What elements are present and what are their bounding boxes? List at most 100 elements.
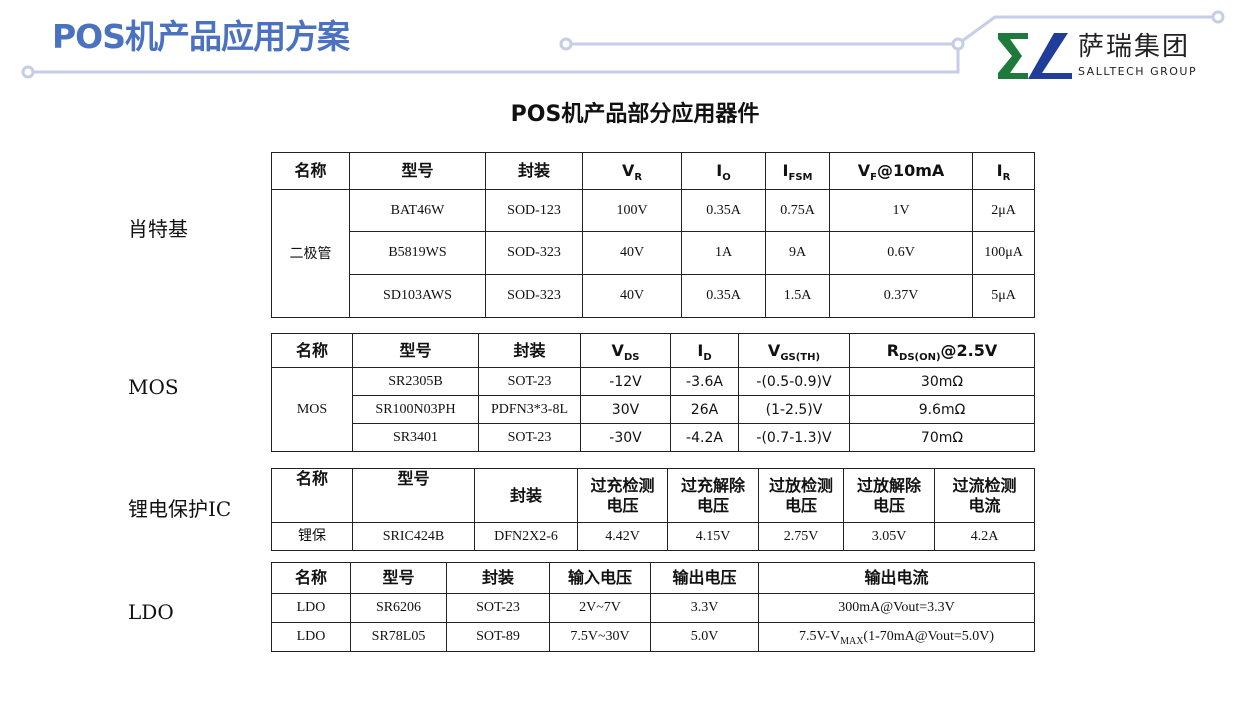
table-cell: 0.37V [829, 274, 973, 318]
table-cell: PDFN3*3-8L [478, 395, 581, 424]
table-cell: SR3401 [352, 423, 479, 452]
table-cell: (1-2.5)V [738, 395, 850, 424]
section-title: POS机产品部分应用器件 [510, 102, 760, 127]
table-header-row: 名称 型号 封装 输入电压 输出电压 输出电流 [271, 562, 1035, 594]
column-header: VF@10mA [829, 152, 973, 190]
column-header: IFSM [765, 152, 830, 190]
table-cell: SOT-23 [446, 593, 550, 623]
table-cell: 70mΩ [849, 423, 1035, 452]
page-title: POS机产品应用方案 [52, 17, 350, 56]
table-cell: 9.6mΩ [849, 395, 1035, 424]
table-cell: SRIC424B [352, 522, 475, 551]
table-cell: 4.42V [577, 522, 668, 551]
table-cell: -12V [580, 367, 671, 396]
column-header: 输出电压 [650, 562, 759, 594]
table-cell: SOT-23 [478, 367, 581, 396]
table-cell: LDO [271, 593, 351, 623]
column-header: 封装 [478, 333, 581, 368]
table-cell: 30mΩ [849, 367, 1035, 396]
table-cell: 9A [765, 231, 830, 275]
group-cell: 二极管 [271, 189, 350, 318]
column-header: 封装 [474, 468, 578, 523]
category-label: MOS [128, 375, 179, 399]
table-cell: LDO [271, 622, 351, 652]
table-cell: 7.5V~30V [549, 622, 651, 652]
table-cell: 3.3V [650, 593, 759, 623]
table-header-row: 名称 型号 封装 过充检测 电压 过充解除 电压 过放检测 电压 过放解除 电压 过流检测 电流 [271, 468, 1035, 523]
column-header: 过充解除 电压 [667, 468, 759, 523]
table-cell: SOD-323 [485, 274, 583, 318]
table-cell: 3.05V [843, 522, 935, 551]
column-header: 输入电压 [549, 562, 651, 594]
category-label: 锂电保护IC [128, 497, 232, 521]
spec-table: 名称 型号 封装 过充检测 电压 过充解除 电压 过放检测 电压 过放解除 电压 过流检测 电流 锂保 SR… [271, 468, 1035, 551]
table-cell: 2V~7V [549, 593, 651, 623]
table-cell: 0.75A [765, 189, 830, 232]
column-header: 型号 [352, 468, 475, 523]
table-cell: 1.5A [765, 274, 830, 318]
table-row: 锂保 SRIC424B DFN2X2-6 4.42V 4.15V 2.75V 3.05V 4.… [271, 522, 1035, 551]
table-cell: SD103AWS [349, 274, 486, 318]
column-header: 封装 [446, 562, 550, 594]
column-header: 型号 [349, 152, 486, 190]
table-cell: -(0.7-1.3)V [738, 423, 850, 452]
table-cell: SOD-123 [485, 189, 583, 232]
table-cell: 锂保 [271, 522, 353, 551]
column-header: 过充检测 电压 [577, 468, 668, 523]
table-row: SR100N03PH PDFN3*3-8L 30V 26A (1-2.5)V 9.6mΩ [272, 395, 1035, 424]
table-cell: SR100N03PH [352, 395, 479, 424]
table-cell: SR2305B [352, 367, 479, 396]
table-cell: 26A [670, 395, 739, 424]
table-row: LDO SR6206 SOT-23 2V~7V 3.3V 300mA@Vout=3.3V [271, 593, 1035, 623]
column-header: 输出电流 [758, 562, 1035, 594]
spec-table: 名称 型号 封装 VR IO IFSM VF@10mA IR 二极管 BAT46W SOD-123 1… [271, 152, 1035, 318]
table-row: SD103AWS SOD-323 40V 0.35A 1.5A 0.37V 5μA [272, 274, 1035, 318]
table-cell: 1A [681, 231, 766, 275]
table-header-row: 名称 型号 封装 VDS ID VGS(TH) RDS(ON)@2.5V [271, 333, 1035, 368]
table-cell: 30V [580, 395, 671, 424]
table-cell: 5.0V [650, 622, 759, 652]
table-cell: 40V [582, 231, 682, 275]
column-header: ID [670, 333, 739, 368]
table-cell: SOT-23 [478, 423, 581, 452]
column-header: 型号 [352, 333, 479, 368]
table-row: MOS SR2305B SOT-23 -12V -3.6A -(0.5-0.9)V 30mΩ [271, 367, 1035, 452]
table-cell: 0.6V [829, 231, 973, 275]
column-header: 型号 [350, 562, 447, 594]
table-cell: 0.35A [681, 274, 766, 318]
brand-name: 萨瑞集团 [1078, 32, 1191, 62]
table-cell: SOT-89 [446, 622, 550, 652]
table-row: SR3401 SOT-23 -30V -4.2A -(0.7-1.3)V 70mΩ [272, 423, 1035, 452]
table-cell: 40V [582, 274, 682, 318]
column-header: 名称 [271, 333, 353, 368]
table-cell: -(0.5-0.9)V [738, 367, 850, 396]
table-cell: 4.15V [667, 522, 759, 551]
table-row: 二极管 BAT46W SOD-123 100V 0.35A 0.75A 1V 2μA [271, 189, 1035, 318]
table-cell: BAT46W [349, 189, 486, 232]
column-header: RDS(ON)@2.5V [849, 333, 1035, 368]
column-header: 名称 [271, 152, 350, 190]
table-cell: 100μA [972, 231, 1035, 275]
column-header: VDS [580, 333, 671, 368]
table-cell: 4.2A [934, 522, 1035, 551]
column-header: IR [972, 152, 1035, 190]
table-cell: 7.5V-VMAX(1-70mA@Vout=5.0V) [758, 622, 1035, 652]
table-cell: 300mA@Vout=3.3V [758, 593, 1035, 623]
category-label: LDO [128, 600, 174, 624]
category-label: 肖特基 [128, 217, 188, 241]
column-header: 过流检测 电流 [934, 468, 1035, 523]
column-header: 名称 [271, 468, 353, 523]
table-cell: 1V [829, 189, 973, 232]
table-cell: 2μA [972, 189, 1035, 232]
table-row: LDO SR78L05 SOT-89 7.5V~30V 5.0V 7.5V-VMAX(1-… [271, 622, 1035, 652]
group-cell: MOS [271, 367, 353, 452]
circuit-line-decoration [21, 10, 1225, 79]
table-cell: 2.75V [758, 522, 844, 551]
spec-table: 名称 型号 封装 VDS ID VGS(TH) RDS(ON)@2.5V MOS SR2305B… [271, 333, 1035, 452]
column-header: IO [681, 152, 766, 190]
salltech-logo-icon [998, 33, 1072, 79]
table-header-row: 名称 型号 封装 VR IO IFSM VF@10mA IR [271, 152, 1035, 190]
brand-name-en: SALLTECH GROUP [1078, 65, 1198, 78]
table-cell: DFN2X2-6 [474, 522, 578, 551]
